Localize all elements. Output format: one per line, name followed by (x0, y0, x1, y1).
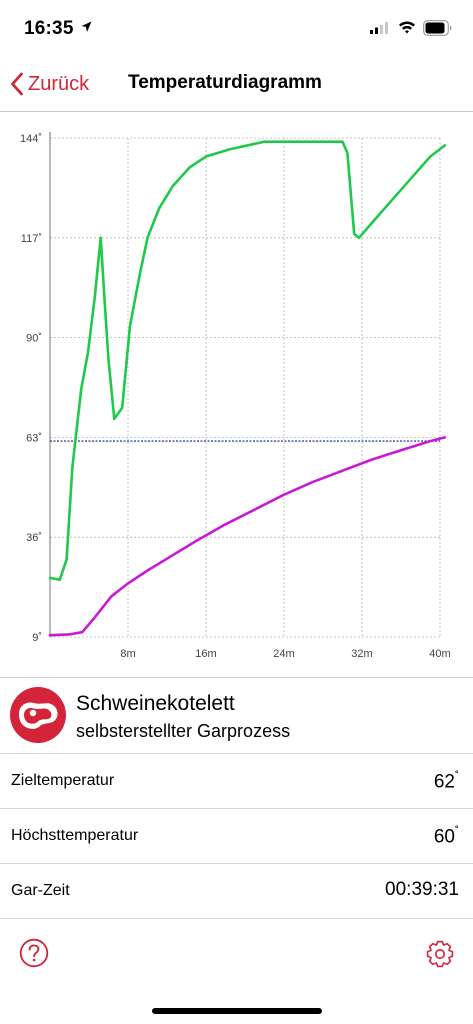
x-tick-label: 40m (429, 648, 450, 660)
max-temperature-value: 60˚ (433, 824, 459, 848)
temperature-chart-svg: 9˚ 36˚ 63˚ 90˚ 117˚ 144˚ 8m 16m 24m 32m 40m (20, 132, 451, 660)
back-button-label: Zurück (28, 72, 90, 95)
y-tick-label: 9˚ (32, 632, 42, 644)
core-temperature-series (48, 436, 447, 637)
recipe-process: selbsterstellter Garprozess (76, 721, 291, 741)
temperature-chart: 9˚ 36˚ 63˚ 90˚ 117˚ 144˚ 8m 16m 24m 32m 40m (0, 112, 473, 677)
y-tick-label: 63˚ (26, 432, 42, 444)
row-label: Zieltemperatur (11, 772, 115, 789)
x-tick-label: 16m (195, 648, 216, 660)
y-tick-label: 117˚ (21, 233, 42, 245)
navigation-bar: Zurück Temperaturdiagramm (0, 58, 473, 112)
x-tick-label: 8m (120, 648, 135, 660)
row-label: Höchsttemperatur (11, 827, 139, 844)
cooking-time-value: 00:39:31 (385, 879, 459, 900)
home-indicator[interactable] (152, 1008, 322, 1014)
location-arrow-icon (81, 21, 92, 32)
max-temperature-row: Höchsttemperatur 60˚ (0, 808, 473, 864)
wifi-icon (399, 21, 415, 34)
status-bar: 16:35 (0, 0, 473, 58)
chevron-left-icon (11, 72, 23, 96)
divider (0, 918, 473, 919)
y-tick-label: 90˚ (26, 333, 42, 345)
settings-gear-icon[interactable] (425, 939, 455, 969)
back-button[interactable]: Zurück (10, 68, 89, 100)
x-tick-label: 24m (273, 648, 294, 660)
ambient-temperature-series (48, 140, 447, 581)
help-icon[interactable] (19, 938, 49, 968)
status-time: 16:35 (24, 18, 74, 39)
y-tick-label: 144˚ (20, 133, 42, 145)
y-tick-label: 36˚ (26, 532, 42, 544)
steak-icon (10, 687, 66, 743)
recipe-info: Schweinekotelett selbsterstellter Garpro… (0, 677, 473, 754)
x-tick-label: 32m (351, 648, 372, 660)
target-temperature-row: Zieltemperatur 62˚ (0, 753, 473, 809)
target-temperature-value: 62˚ (433, 769, 459, 793)
battery-icon (423, 20, 452, 36)
recipe-name: Schweinekotelett (76, 692, 235, 715)
page-title: Temperaturdiagramm (128, 72, 322, 93)
row-label: Gar-Zeit (11, 882, 70, 899)
cooking-time-row: Gar-Zeit 00:39:31 (0, 863, 473, 919)
cellular-signal-icon (370, 22, 388, 34)
